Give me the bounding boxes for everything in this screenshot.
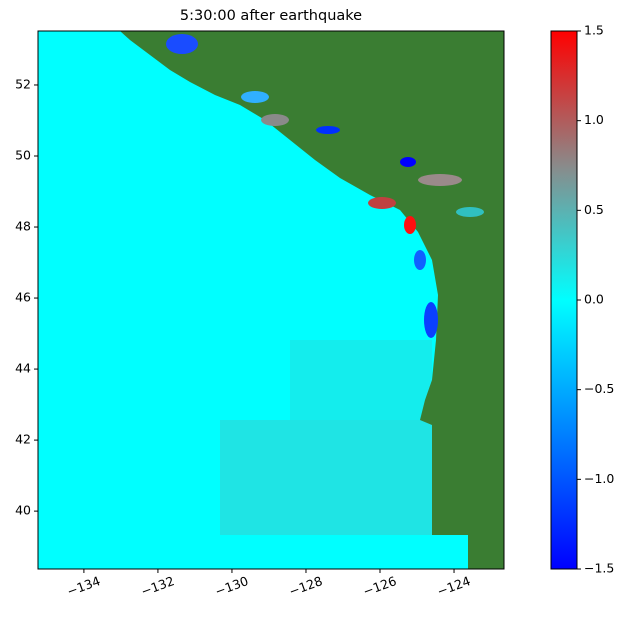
x-tick-label: −132	[139, 573, 176, 599]
y-tick-label: 50	[15, 148, 31, 163]
wave-feature	[400, 157, 416, 167]
colorbar-tick-label: 1.0	[584, 112, 604, 127]
wave-feature	[424, 302, 438, 338]
y-tick-label: 48	[15, 219, 31, 234]
colorbar-tick-label: −1.5	[584, 561, 614, 576]
colorbar-tick-label: 1.5	[584, 23, 604, 38]
y-tick-label: 40	[15, 503, 31, 518]
wave-feature	[414, 250, 426, 270]
wave-feature	[368, 197, 396, 209]
colorbar-tick-label: 0.0	[584, 292, 604, 307]
y-tick-label: 52	[15, 76, 31, 91]
y-tick-label: 46	[15, 290, 31, 305]
ocean-shade	[220, 420, 432, 535]
wave-feature	[261, 114, 289, 126]
x-tick-label: −134	[65, 573, 102, 599]
plot-frame	[37, 30, 505, 570]
x-tick-label: −126	[361, 573, 398, 599]
chart-title: 5:30:00 after earthquake	[180, 8, 362, 24]
wave-feature	[418, 174, 462, 186]
wave-feature	[404, 216, 416, 234]
y-tick-label: 42	[15, 432, 31, 447]
colorbar-tick-label: −0.5	[584, 381, 614, 396]
colorbar-tick-label: −1.0	[584, 471, 614, 486]
x-tick-label: −128	[287, 573, 324, 599]
x-tick-label: −124	[435, 573, 472, 599]
wave-feature	[241, 91, 269, 103]
y-tick-label: 44	[15, 361, 31, 376]
wave-feature	[166, 34, 198, 54]
wave-feature	[316, 126, 340, 134]
ocean-shade	[290, 340, 432, 420]
colorbar-tick-label: 0.5	[584, 202, 604, 217]
colorbar	[550, 30, 578, 570]
wave-feature	[456, 207, 484, 217]
map-field	[38, 31, 504, 569]
x-tick-label: −130	[213, 573, 250, 599]
